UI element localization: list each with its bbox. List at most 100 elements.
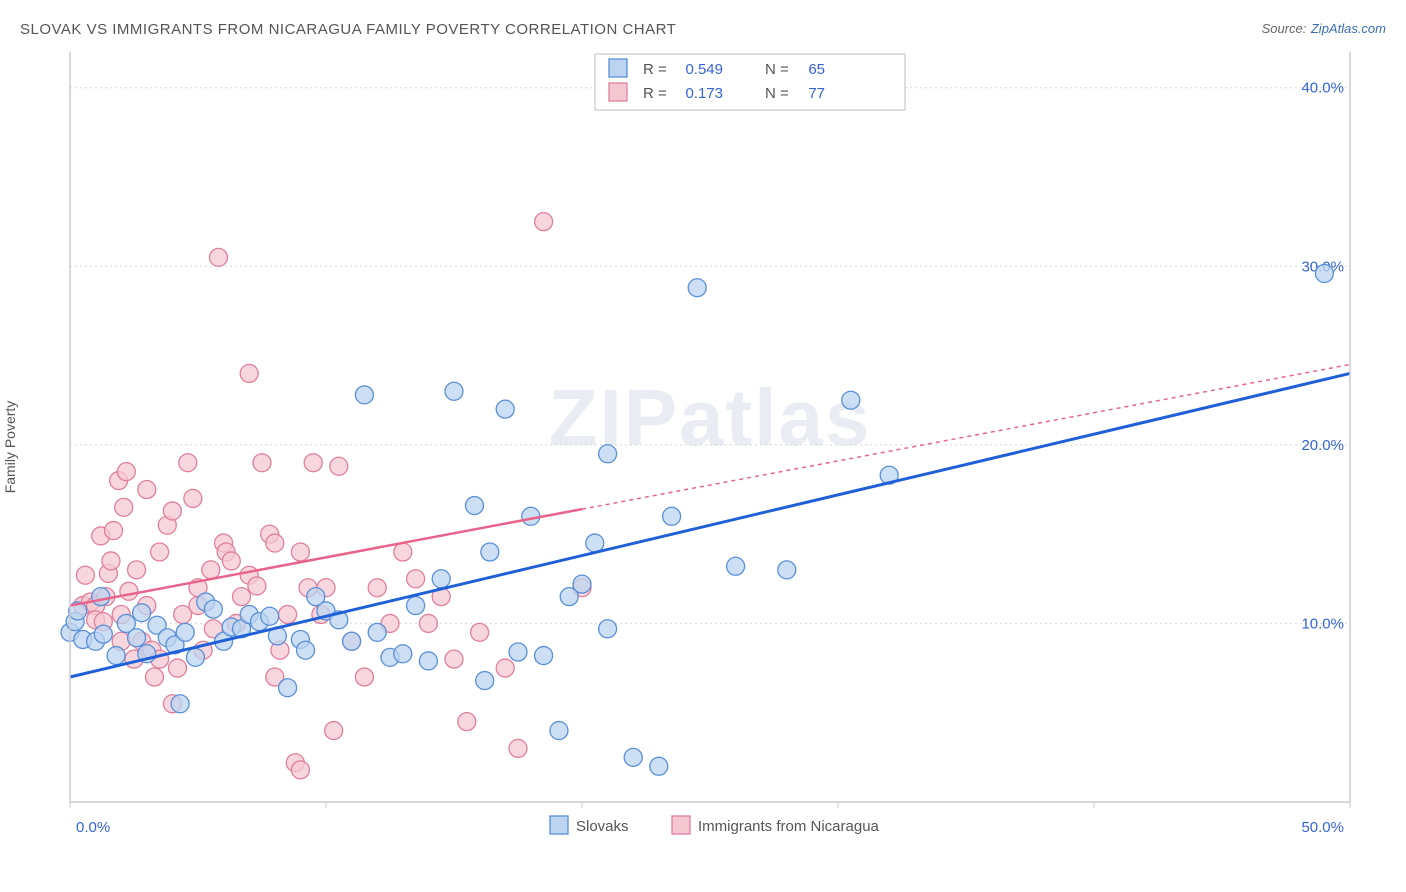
point-slovak bbox=[599, 620, 617, 638]
svg-text:50.0%: 50.0% bbox=[1301, 819, 1344, 836]
point-slovak bbox=[171, 695, 189, 713]
point-slovak bbox=[445, 382, 463, 400]
point-slovak bbox=[297, 641, 315, 659]
point-slovak bbox=[481, 543, 499, 561]
chart-title: SLOVAK VS IMMIGRANTS FROM NICARAGUA FAMI… bbox=[20, 21, 676, 38]
point-nicaragua bbox=[145, 668, 163, 686]
point-slovak bbox=[663, 507, 681, 525]
point-nicaragua bbox=[202, 561, 220, 579]
y-axis-label: Family Poverty bbox=[2, 401, 18, 494]
point-nicaragua bbox=[120, 582, 138, 600]
point-nicaragua bbox=[458, 713, 476, 731]
point-nicaragua bbox=[266, 534, 284, 552]
point-nicaragua bbox=[209, 248, 227, 266]
point-slovak bbox=[535, 647, 553, 665]
point-slovak bbox=[261, 607, 279, 625]
point-nicaragua bbox=[76, 566, 94, 584]
svg-text:N =: N = bbox=[765, 61, 789, 78]
point-nicaragua bbox=[117, 463, 135, 481]
point-nicaragua bbox=[179, 454, 197, 472]
point-slovak bbox=[419, 652, 437, 670]
point-slovak bbox=[650, 757, 668, 775]
point-nicaragua bbox=[248, 577, 266, 595]
point-slovak bbox=[133, 604, 151, 622]
point-slovak bbox=[476, 672, 494, 690]
point-slovak bbox=[688, 279, 706, 297]
point-slovak bbox=[1315, 264, 1333, 282]
point-slovak bbox=[550, 722, 568, 740]
point-slovak bbox=[176, 623, 194, 641]
point-slovak bbox=[355, 386, 373, 404]
point-slovak bbox=[186, 648, 204, 666]
point-nicaragua bbox=[184, 489, 202, 507]
point-nicaragua bbox=[407, 570, 425, 588]
point-nicaragua bbox=[509, 739, 527, 757]
point-nicaragua bbox=[138, 481, 156, 499]
chart-container: Family Poverty 10.0%20.0%30.0%40.0%0.0%5… bbox=[20, 42, 1386, 852]
point-nicaragua bbox=[368, 579, 386, 597]
point-slovak bbox=[94, 625, 112, 643]
point-slovak bbox=[842, 391, 860, 409]
point-slovak bbox=[368, 623, 386, 641]
source-link[interactable]: ZipAtlas.com bbox=[1311, 21, 1386, 36]
stats-swatch bbox=[609, 83, 627, 101]
point-slovak bbox=[279, 679, 297, 697]
svg-text:R =: R = bbox=[643, 85, 667, 102]
point-slovak bbox=[509, 643, 527, 661]
point-nicaragua bbox=[169, 659, 187, 677]
point-slovak bbox=[343, 632, 361, 650]
point-nicaragua bbox=[394, 543, 412, 561]
svg-text:0.0%: 0.0% bbox=[76, 819, 110, 836]
svg-text:77: 77 bbox=[808, 85, 825, 102]
point-nicaragua bbox=[240, 364, 258, 382]
scatter-chart: 10.0%20.0%30.0%40.0%0.0%50.0%ZIPatlasR =… bbox=[20, 42, 1386, 852]
svg-text:0.549: 0.549 bbox=[685, 61, 723, 78]
stats-swatch bbox=[609, 59, 627, 77]
point-nicaragua bbox=[102, 552, 120, 570]
point-nicaragua bbox=[233, 588, 251, 606]
source: Source: ZipAtlas.com bbox=[1262, 20, 1386, 38]
point-slovak bbox=[586, 534, 604, 552]
point-slovak bbox=[432, 570, 450, 588]
point-nicaragua bbox=[163, 502, 181, 520]
point-slovak bbox=[727, 557, 745, 575]
svg-text:ZIPatlas: ZIPatlas bbox=[549, 373, 872, 462]
legend-swatch bbox=[550, 816, 568, 834]
point-slovak bbox=[522, 507, 540, 525]
svg-text:40.0%: 40.0% bbox=[1301, 80, 1344, 97]
point-nicaragua bbox=[151, 543, 169, 561]
point-nicaragua bbox=[115, 498, 133, 516]
point-slovak bbox=[778, 561, 796, 579]
point-nicaragua bbox=[279, 606, 297, 624]
point-slovak bbox=[128, 629, 146, 647]
source-label: Source: bbox=[1262, 21, 1307, 36]
point-slovak bbox=[92, 588, 110, 606]
legend-label: Immigrants from Nicaragua bbox=[698, 818, 880, 835]
point-nicaragua bbox=[330, 457, 348, 475]
point-nicaragua bbox=[128, 561, 146, 579]
svg-text:20.0%: 20.0% bbox=[1301, 437, 1344, 454]
point-nicaragua bbox=[355, 668, 373, 686]
point-nicaragua bbox=[105, 522, 123, 540]
point-slovak bbox=[107, 647, 125, 665]
point-nicaragua bbox=[222, 552, 240, 570]
svg-text:65: 65 bbox=[808, 61, 825, 78]
point-nicaragua bbox=[535, 213, 553, 231]
point-slovak bbox=[599, 445, 617, 463]
point-slovak bbox=[573, 575, 591, 593]
svg-text:N =: N = bbox=[765, 85, 789, 102]
point-nicaragua bbox=[253, 454, 271, 472]
svg-text:R =: R = bbox=[643, 61, 667, 78]
point-slovak bbox=[496, 400, 514, 418]
stats-box bbox=[595, 54, 905, 110]
point-slovak bbox=[407, 597, 425, 615]
point-slovak bbox=[624, 748, 642, 766]
point-nicaragua bbox=[496, 659, 514, 677]
point-slovak bbox=[394, 645, 412, 663]
point-slovak bbox=[204, 600, 222, 618]
svg-text:0.173: 0.173 bbox=[685, 85, 723, 102]
point-nicaragua bbox=[291, 543, 309, 561]
legend-label: Slovaks bbox=[576, 818, 629, 835]
point-nicaragua bbox=[419, 614, 437, 632]
svg-text:10.0%: 10.0% bbox=[1301, 615, 1344, 632]
